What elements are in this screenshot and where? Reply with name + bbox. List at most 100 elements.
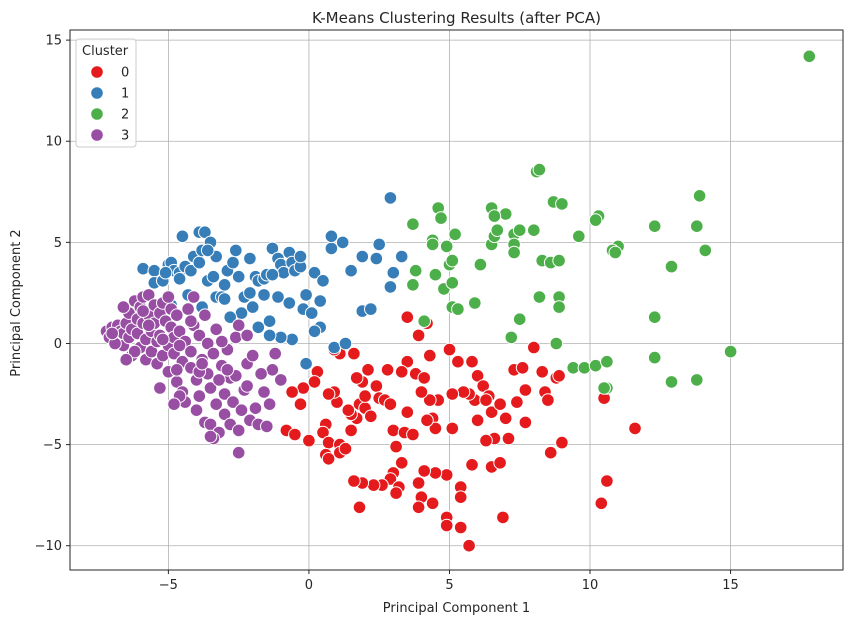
data-point [802,49,817,64]
data-point [231,269,246,284]
legend-label: 1 [121,87,129,102]
data-point [453,490,468,505]
data-point [451,354,465,369]
data-point [465,458,479,472]
data-point [195,356,209,371]
x-tick-label: 0 [305,578,313,593]
series-1 [136,191,409,371]
data-point [439,239,454,254]
legend-label: 2 [121,108,129,123]
legend-marker [90,86,104,100]
data-point [369,379,384,393]
data-point [206,346,221,361]
data-point [647,310,662,325]
chart-title: K-Means Clustering Results (after PCA) [312,9,601,27]
data-point [462,538,476,553]
data-point [307,375,322,389]
data-point [335,235,350,250]
legend: Cluster 0 1 2 3 [75,38,137,148]
data-point [254,367,268,381]
data-point [203,429,218,444]
data-point [184,344,198,359]
data-point [555,197,569,211]
data-point [532,162,547,177]
data-point [257,288,271,302]
series-2 [406,49,817,395]
data-point [453,520,468,535]
data-point [411,500,426,515]
x-axis-ticks: −5 0 5 10 15 [159,570,739,593]
y-tick-label: 5 [54,236,62,251]
data-point [690,373,704,387]
data-point [248,401,263,416]
data-point [470,369,485,383]
data-point [245,348,260,363]
data-point [572,229,586,244]
data-point [209,322,223,337]
data-point [274,330,288,345]
legend-box [75,38,137,148]
data-point [490,223,505,237]
data-point [200,336,215,351]
data-point [555,435,569,450]
data-point [456,385,471,399]
y-tick-label: −5 [43,438,62,453]
data-point [406,427,420,442]
data-point [493,456,507,470]
y-tick-label: −10 [35,539,62,554]
data-point [321,387,336,401]
data-point [493,397,507,412]
data-point [383,397,398,412]
x-tick-label: −5 [159,578,178,593]
data-point [428,267,443,282]
data-point [198,225,212,239]
data-point [327,340,342,355]
data-point [406,278,420,292]
data-point [512,223,527,237]
data-point [231,423,246,438]
data-point [417,314,432,329]
data-point [383,191,398,205]
data-point [496,510,510,525]
data-point [229,330,243,345]
plot-frame [69,29,844,571]
data-point [192,389,207,403]
data-point [347,346,361,361]
data-point [372,237,387,252]
data-point [498,411,513,426]
data-point [243,251,257,266]
y-axis-ticks: −10 −5 0 5 10 15 [35,34,70,554]
data-point [527,340,541,355]
data-point [234,306,249,320]
data-point [369,251,384,266]
data-point [414,385,429,399]
data-point [223,310,237,325]
y-tick-label: 15 [45,34,62,49]
data-point [184,314,198,329]
data-point [445,253,460,268]
data-point [608,245,623,260]
data-point [411,476,426,490]
data-point [423,348,437,363]
data-point [664,375,679,389]
data-point [215,334,229,349]
data-point [226,255,240,270]
data-point [156,332,170,347]
data-point [203,381,218,395]
series-0 [279,310,642,553]
data-point [597,381,611,395]
x-tick-label: 10 [582,578,599,593]
data-point [425,496,440,511]
data-point [535,365,550,379]
data-point [251,320,266,335]
data-point [518,383,533,397]
data-point [299,288,313,302]
data-point [304,306,319,320]
legend-label: 0 [121,66,129,81]
data-point [141,288,156,302]
data-point [206,269,221,284]
data-point [361,363,375,377]
data-point [434,211,448,225]
data-point [161,290,176,304]
data-point [212,373,226,387]
